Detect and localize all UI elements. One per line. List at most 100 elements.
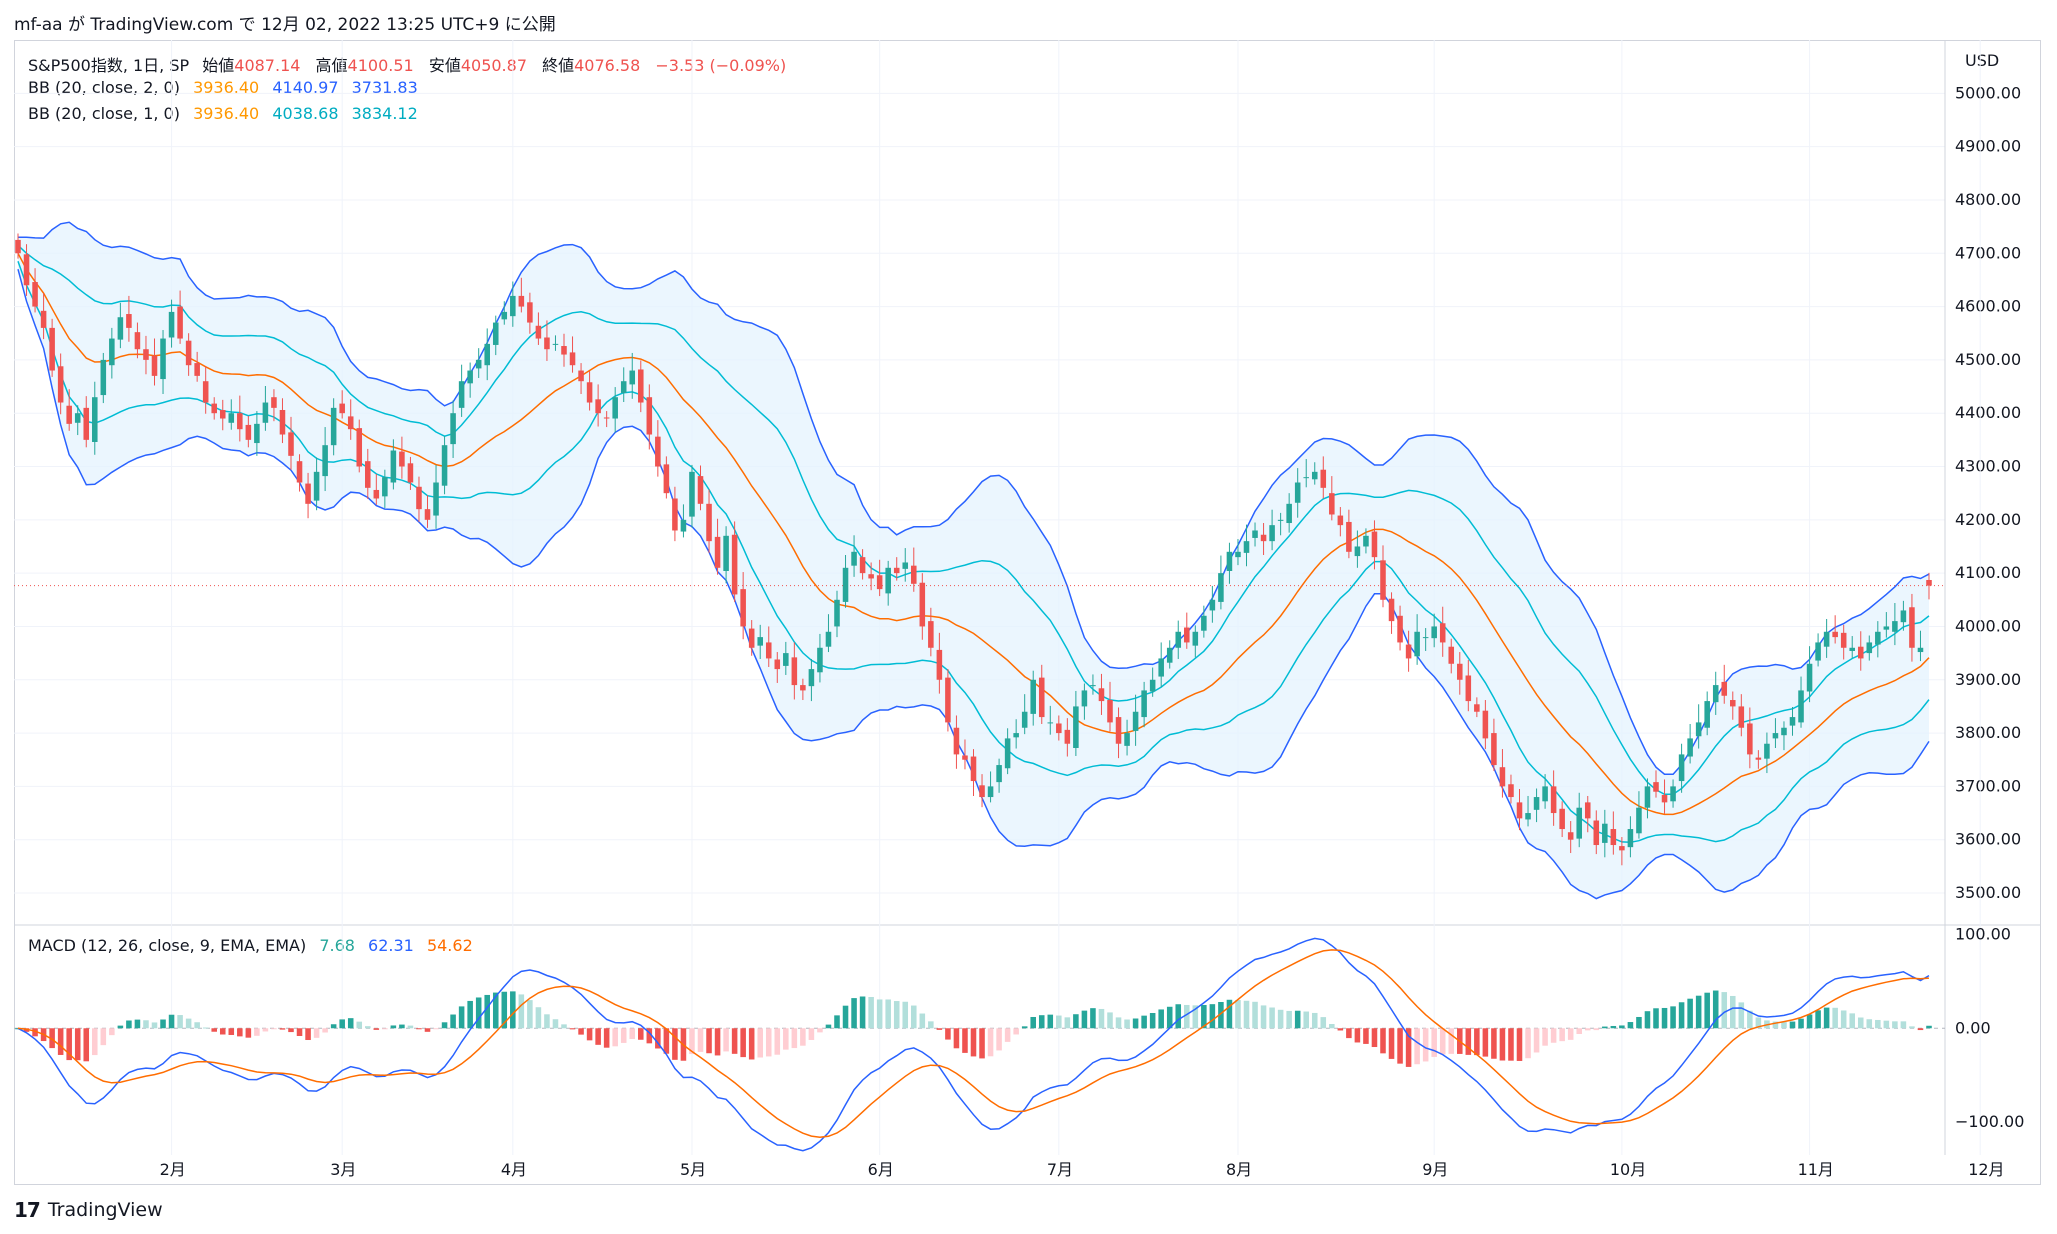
macd-histogram-bar [1132,1018,1139,1029]
macd-histogram-bar [296,1028,303,1036]
macd-histogram-bar [578,1028,584,1035]
candle-body [177,306,183,339]
candle-body [1533,797,1540,810]
high-value: 4100.51 [347,56,414,75]
macd-histogram-bar [1124,1019,1130,1029]
candle-body [638,369,644,403]
candle-body [1712,685,1719,703]
month-label: 6月 [868,1160,894,1179]
candle-body [1883,626,1890,630]
candle-body [57,366,64,403]
macd-histogram-bar [1840,1010,1847,1029]
candle-body [339,403,345,414]
macd-histogram-bar [339,1019,345,1029]
candle-body [620,381,627,393]
candle-body [979,785,985,798]
macd-histogram-bar [1508,1028,1514,1061]
candle-body [271,397,277,408]
macd-histogram-bar [237,1028,243,1037]
symbol-name[interactable]: S&P500指数, 1日, SP [28,56,190,75]
macd-histogram-bar [859,996,866,1029]
price-axis-label: 4600.00 [1955,297,2021,316]
candle-body [1218,573,1224,602]
macd-histogram-bar [1098,1008,1105,1029]
candle-body [706,503,712,542]
candle-body [1090,685,1096,687]
candle-body [1849,647,1855,651]
bb1-legend[interactable]: BB (20, close, 1, 0) 3936.40 4038.68 383… [28,104,426,123]
candle-body [953,727,960,755]
macd-histogram-bar [518,994,525,1029]
macd-histogram-bar [1465,1028,1472,1055]
macd-histogram-bar [1371,1028,1378,1048]
candle-body [32,282,38,307]
macd-histogram-bar [748,1028,755,1060]
macd-histogram-bar [510,991,516,1029]
macd-histogram-bar [868,996,874,1029]
attribution-text: mf-aa が TradingView.com で 12月 02, 2022 1… [14,15,556,35]
macd-histogram-bar [32,1028,38,1037]
macd-histogram-bar [996,1028,1002,1051]
candle-body [919,582,926,627]
macd-histogram-bar [689,1028,695,1055]
macd-histogram-bar [885,999,891,1029]
macd-histogram-bar [1337,1028,1344,1031]
candle-body [680,519,687,532]
macd-histogram-bar [1320,1017,1327,1029]
candle-body [1892,621,1898,632]
candle-body [1260,534,1267,542]
candle-body [1064,729,1071,744]
macd-histogram-bar [1695,995,1702,1029]
candle-body [1738,706,1745,728]
candle-body [1491,733,1497,766]
candle-body [1149,679,1156,692]
candle-body [1047,722,1054,724]
macd-legend[interactable]: MACD (12, 26, close, 9, EMA, EMA) 7.68 6… [28,936,481,955]
macd-histogram-bar [211,1028,217,1032]
candle-body [655,436,661,467]
macd-histogram-bar [1414,1028,1420,1065]
candle-body [237,413,243,430]
candle-body [825,631,832,647]
candle-body [893,567,900,574]
macd-histogram-bar [1286,1010,1292,1029]
candle-body [66,405,72,424]
macd-histogram-bar [919,1013,926,1029]
macd-histogram-bar [126,1020,132,1029]
macd-histogram-bar [1593,1028,1600,1031]
macd-histogram-bar [450,1014,456,1029]
macd-histogram-bar [911,1005,917,1029]
macd-histogram-bar [1004,1028,1011,1042]
candle-body [945,677,951,723]
candle-body [1346,521,1352,552]
macd-histogram-bar [1661,1007,1668,1029]
candle-body [510,295,516,317]
macd-histogram-bar [1243,1000,1250,1029]
macd-histogram-bar [74,1028,81,1061]
bb1-lower-line [17,261,1930,844]
macd-histogram-bar [100,1028,107,1046]
macd-histogram-bar [1704,992,1710,1029]
candle-body [356,428,363,467]
macd-histogram-bar [1388,1028,1395,1059]
candle-body [1619,846,1625,851]
macd-histogram-bar [1832,1007,1838,1029]
candle-body [416,486,422,510]
candle-body [569,352,576,366]
price-axis-label: 3800.00 [1955,723,2021,742]
macd-histogram-bar [194,1022,200,1029]
candle-body [1226,551,1233,571]
macd-histogram-bar [1789,1021,1796,1029]
candle-body [23,254,30,286]
candle-body [279,409,286,435]
price-axis-label: 3600.00 [1955,830,2021,849]
bb1-upper: 4038.68 [272,104,339,123]
chart-frame [14,40,2041,1185]
macd-histogram-bar [945,1028,951,1040]
macd-histogram-bar [92,1028,98,1056]
month-label: 11月 [1798,1160,1834,1179]
macd-histogram-bar [1917,1028,1924,1031]
bb2-legend[interactable]: BB (20, close, 2, 0) 3936.40 4140.97 373… [28,78,426,97]
macd-histogram-bar [57,1028,64,1055]
